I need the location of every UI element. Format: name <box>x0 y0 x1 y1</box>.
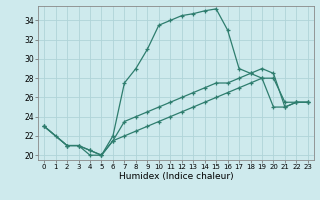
X-axis label: Humidex (Indice chaleur): Humidex (Indice chaleur) <box>119 172 233 181</box>
